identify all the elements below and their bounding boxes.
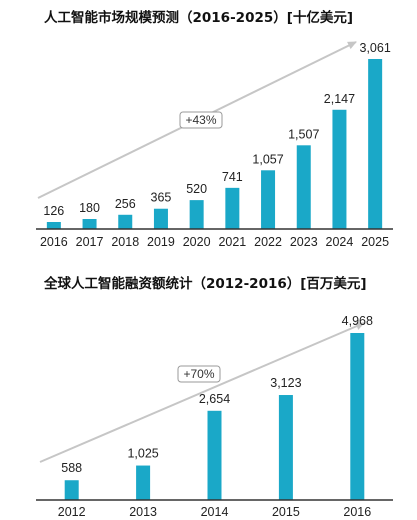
value-label-2023: 1,507 bbox=[288, 127, 319, 141]
value-label-2024: 2,147 bbox=[324, 92, 355, 106]
bars bbox=[64, 333, 365, 500]
x-tick-labels: 2012 2013 2014 2015 2016 bbox=[58, 505, 371, 519]
growth-badge: +70% bbox=[177, 365, 221, 383]
tick-label-2023: 2023 bbox=[290, 235, 318, 249]
tick-label-2025: 2025 bbox=[361, 235, 389, 249]
value-label-2017: 180 bbox=[79, 201, 100, 215]
funding-chart: 全球人工智能融资额统计（2012-2016）[百万美元] 588 1,025 2,6… bbox=[36, 275, 393, 519]
tick-label-2015: 2015 bbox=[272, 505, 300, 519]
value-label-2020: 520 bbox=[186, 182, 207, 196]
growth-label: +70% bbox=[183, 367, 214, 381]
tick-label-2019: 2019 bbox=[147, 235, 175, 249]
tick-label-2022: 2022 bbox=[254, 235, 282, 249]
tick-label-2016: 2016 bbox=[40, 235, 68, 249]
bar-2013 bbox=[136, 465, 151, 500]
value-label-2021: 741 bbox=[222, 170, 243, 184]
bar-2016 bbox=[46, 222, 61, 229]
value-label-2018: 256 bbox=[115, 197, 136, 211]
growth-badge-box bbox=[177, 365, 221, 383]
bar-2020 bbox=[189, 200, 204, 229]
value-label-2022: 1,057 bbox=[252, 152, 283, 166]
growth-arrow-line bbox=[39, 322, 365, 463]
tick-label-2021: 2021 bbox=[218, 235, 246, 249]
value-label-2013: 1,025 bbox=[127, 447, 158, 461]
x-tick-labels: 2016 2017 2018 2019 2020 2021 2022 2023 2024 2025 bbox=[40, 235, 389, 249]
bar-2019 bbox=[153, 208, 168, 229]
bar-2014 bbox=[207, 410, 222, 500]
value-labels: 588 1,025 2,654 3,123 4,968 bbox=[61, 314, 373, 475]
bar-2021 bbox=[225, 187, 240, 229]
growth-arrow bbox=[39, 322, 365, 463]
value-label-2015: 3,123 bbox=[270, 376, 301, 390]
value-label-2016: 126 bbox=[43, 204, 64, 218]
growth-label: +43% bbox=[185, 113, 216, 127]
bar-2024 bbox=[332, 109, 347, 229]
bar-2025 bbox=[368, 59, 383, 229]
bar-2012 bbox=[64, 480, 79, 500]
bar-2018 bbox=[118, 214, 133, 229]
value-label-2012: 588 bbox=[61, 461, 82, 475]
tick-label-2017: 2017 bbox=[76, 235, 104, 249]
tick-label-2024: 2024 bbox=[326, 235, 354, 249]
chart-title: 全球人工智能融资额统计（2012-2016）[百万美元] bbox=[43, 275, 367, 292]
growth-badge-box bbox=[179, 111, 223, 129]
bar-2022 bbox=[261, 170, 276, 229]
tick-label-2013: 2013 bbox=[129, 505, 157, 519]
value-label-2016: 4,968 bbox=[342, 314, 373, 328]
bar-2015 bbox=[278, 395, 293, 500]
value-label-2019: 365 bbox=[151, 191, 172, 205]
bars bbox=[46, 59, 383, 229]
market-size-chart: 人工智能市场规模预测（2016-2025）[十亿美元] 126 180 256 365… bbox=[36, 9, 393, 249]
value-label-2025: 3,061 bbox=[360, 41, 391, 55]
growth-badge: +43% bbox=[179, 111, 223, 129]
tick-label-2020: 2020 bbox=[183, 235, 211, 249]
tick-label-2016: 2016 bbox=[343, 505, 371, 519]
chart-title: 人工智能市场规模预测（2016-2025）[十亿美元] bbox=[44, 9, 353, 26]
bar-2016 bbox=[350, 333, 365, 500]
bar-2017 bbox=[82, 219, 97, 229]
tick-label-2018: 2018 bbox=[111, 235, 139, 249]
tick-label-2012: 2012 bbox=[58, 505, 86, 519]
bar-2023 bbox=[296, 145, 311, 229]
tick-label-2014: 2014 bbox=[201, 505, 229, 519]
value-labels: 126 180 256 365 520 741 1,057 1,507 2,147 3,061 bbox=[43, 41, 390, 218]
value-label-2014: 2,654 bbox=[199, 392, 230, 406]
